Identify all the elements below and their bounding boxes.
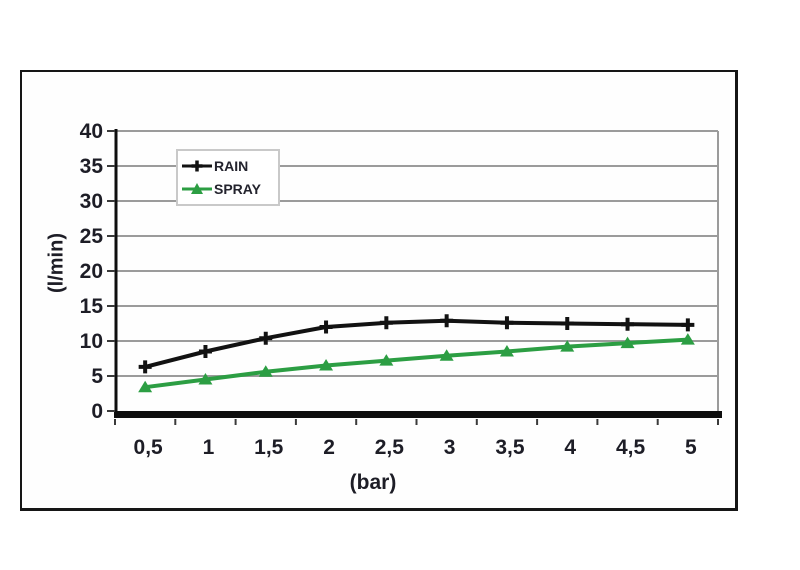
legend-label-spray: SPRAY [214,181,261,197]
spray-marker-2 [258,365,273,377]
x-tick-label-2: 1,5 [254,436,284,459]
x-tick-label-5: 3 [444,436,456,459]
chart-figure: 0 5 10 15 20 25 30 35 40 0,5 1 1,5 2 2,5 3 3,5 4 4,5 5 (l/… [20,70,738,511]
y-tick-label-10: 10 [80,330,103,353]
y-tick-label-30: 30 [80,190,103,213]
rain-marker-1 [198,345,212,358]
x-tick-label-8: 4,5 [616,436,646,459]
spray-marker-4 [379,354,394,366]
spray-marker-9 [680,333,695,345]
legend-label-rain: RAIN [214,158,249,174]
spray-marker-1 [198,373,213,385]
x-tick-label-9: 5 [685,436,697,459]
x-tick-label-1: 1 [203,436,215,459]
y-tick-label-35: 35 [80,155,104,178]
rain-marker-5 [440,314,454,328]
rain-marker-8 [621,317,635,331]
rain-marker-7 [560,317,574,330]
legend: RAIN SPRAY [176,149,280,206]
legend-item-spray: SPRAY [181,179,278,199]
x-tick-label-7: 4 [564,436,576,459]
rain-marker-0 [138,360,152,374]
spray-series-line [144,337,688,390]
legend-item-rain: RAIN [181,156,278,176]
x-tick-label-0: 0,5 [134,436,164,459]
flow-rate-chart: 0 5 10 15 20 25 30 35 40 0,5 1 1,5 2 2,5 3 3,5 4 4,5 5 [80,120,722,459]
rain-line-plus-marker-icon [182,160,212,172]
y-tick-label-15: 15 [80,295,104,318]
y-axis-title: (l/min) [45,233,68,293]
rain-marker-3 [319,320,333,334]
y-tick-label-20: 20 [80,260,103,283]
spray-marker-3 [319,359,334,371]
x-axis-title: (bar) [349,471,397,494]
spray-marker-5 [439,349,454,361]
spray-line-triangle-marker-icon [182,183,212,194]
y-tick-label-40: 40 [80,120,103,143]
spray-marker-0 [138,380,153,393]
rain-marker-2 [259,331,273,345]
spray-marker-6 [499,345,514,357]
rain-series-line [144,318,688,369]
rain-marker-4 [379,316,393,330]
y-tick-label-0: 0 [91,400,103,423]
rain-marker-6 [500,316,514,330]
rain-marker-9 [681,318,695,332]
spray-marker-8 [620,336,635,349]
x-tick-label-4: 2,5 [375,436,405,459]
spray-marker-7 [560,340,575,352]
x-tick-label-3: 2 [323,436,335,459]
y-tick-label-25: 25 [80,225,104,248]
y-tick-label-5: 5 [91,365,103,388]
x-tick-label-6: 3,5 [495,436,525,459]
